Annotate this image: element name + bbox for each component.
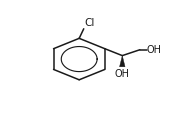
Text: Cl: Cl (84, 18, 95, 28)
Text: OH: OH (115, 69, 130, 79)
Text: OH: OH (147, 45, 162, 55)
Polygon shape (120, 56, 125, 67)
